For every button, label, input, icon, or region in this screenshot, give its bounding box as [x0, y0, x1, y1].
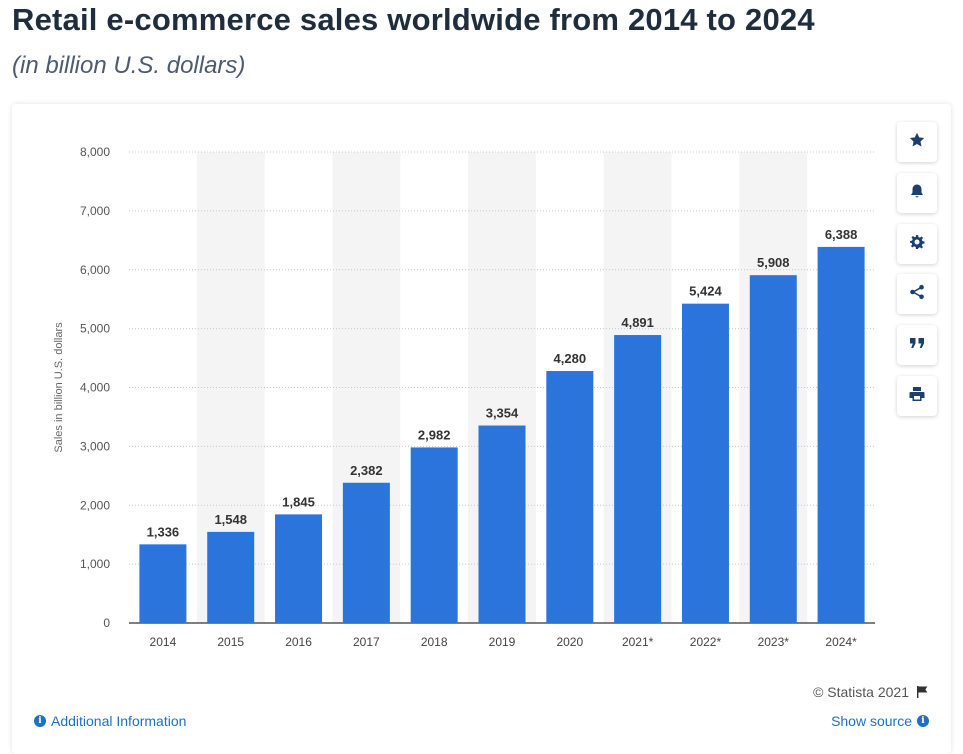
show-source-label: Show source	[831, 713, 912, 729]
y-tick-label: 3,000	[80, 439, 110, 453]
chart-card: 0 1,000 2,000 3,000 4,000 5,000 6,000 7,000 8,00…	[12, 104, 951, 754]
data-label: 1,548	[214, 512, 247, 527]
info-icon: i	[917, 715, 929, 727]
data-label: 4,891	[621, 315, 654, 330]
bar	[478, 425, 526, 623]
gear-icon	[909, 234, 925, 255]
x-tick-label: 2015	[217, 635, 244, 649]
y-tick-label: 4,000	[80, 381, 110, 395]
bar	[681, 303, 729, 623]
page-subtitle: (in billion U.S. dollars)	[12, 52, 246, 79]
data-label: 4,280	[554, 351, 587, 366]
bar	[749, 275, 797, 623]
x-tick-label: 2020	[556, 635, 583, 649]
bar	[614, 335, 662, 623]
x-tick-label: 2016	[285, 635, 312, 649]
favorite-button[interactable]	[897, 122, 937, 162]
y-tick-label: 6,000	[80, 263, 110, 277]
settings-button[interactable]	[897, 224, 937, 264]
page-title: Retail e-commerce sales worldwide from 2…	[12, 2, 815, 37]
y-tick-label: 7,000	[80, 204, 110, 218]
y-tick-label: 8,000	[80, 145, 110, 159]
bar-chart: 0 1,000 2,000 3,000 4,000 5,000 6,000 7,000 8,00…	[53, 145, 875, 649]
data-label: 1,336	[147, 524, 180, 539]
y-tick-label: 2,000	[80, 498, 110, 512]
x-tick-label: 2021*	[622, 635, 654, 649]
y-tick-label: 1,000	[80, 557, 110, 571]
print-button[interactable]	[897, 376, 937, 416]
copyright: © Statista 2021	[813, 684, 929, 700]
x-tick-label: 2022*	[690, 635, 722, 649]
data-label: 5,424	[689, 284, 722, 299]
x-tick-label: 2014	[150, 635, 177, 649]
data-label: 1,845	[282, 494, 315, 509]
x-tick-label: 2024*	[825, 635, 857, 649]
y-axis-title: Sales in billion U.S. dollars	[53, 322, 65, 453]
additional-information-link[interactable]: i Additional Information	[34, 713, 186, 729]
additional-information-label: Additional Information	[51, 713, 187, 729]
star-icon	[909, 132, 925, 153]
bar	[410, 447, 458, 623]
print-icon	[909, 386, 925, 407]
bar	[275, 514, 323, 623]
y-tick-label: 0	[103, 616, 110, 630]
share-icon	[909, 284, 925, 305]
bar	[139, 544, 187, 623]
share-button[interactable]	[897, 274, 937, 314]
flag-icon[interactable]	[915, 685, 929, 699]
bar	[817, 246, 865, 623]
bar	[546, 371, 594, 623]
show-source-link[interactable]: Show source i	[831, 713, 929, 729]
data-label: 3,354	[486, 406, 519, 421]
x-tick-label: 2017	[353, 635, 380, 649]
quote-icon	[909, 335, 925, 356]
y-tick-label: 5,000	[80, 322, 110, 336]
x-tick-label: 2023*	[758, 635, 790, 649]
bar	[342, 482, 390, 623]
data-label: 5,908	[757, 255, 790, 270]
cite-button[interactable]	[897, 325, 937, 365]
bell-icon	[909, 183, 925, 204]
data-label: 2,382	[350, 463, 383, 478]
bar	[207, 531, 255, 623]
x-tick-label: 2018	[421, 635, 448, 649]
data-label: 6,388	[825, 227, 858, 242]
data-label: 2,982	[418, 427, 451, 442]
notification-button[interactable]	[897, 173, 937, 213]
info-icon: i	[34, 715, 46, 727]
x-tick-label: 2019	[489, 635, 516, 649]
copyright-text: © Statista 2021	[813, 684, 909, 700]
